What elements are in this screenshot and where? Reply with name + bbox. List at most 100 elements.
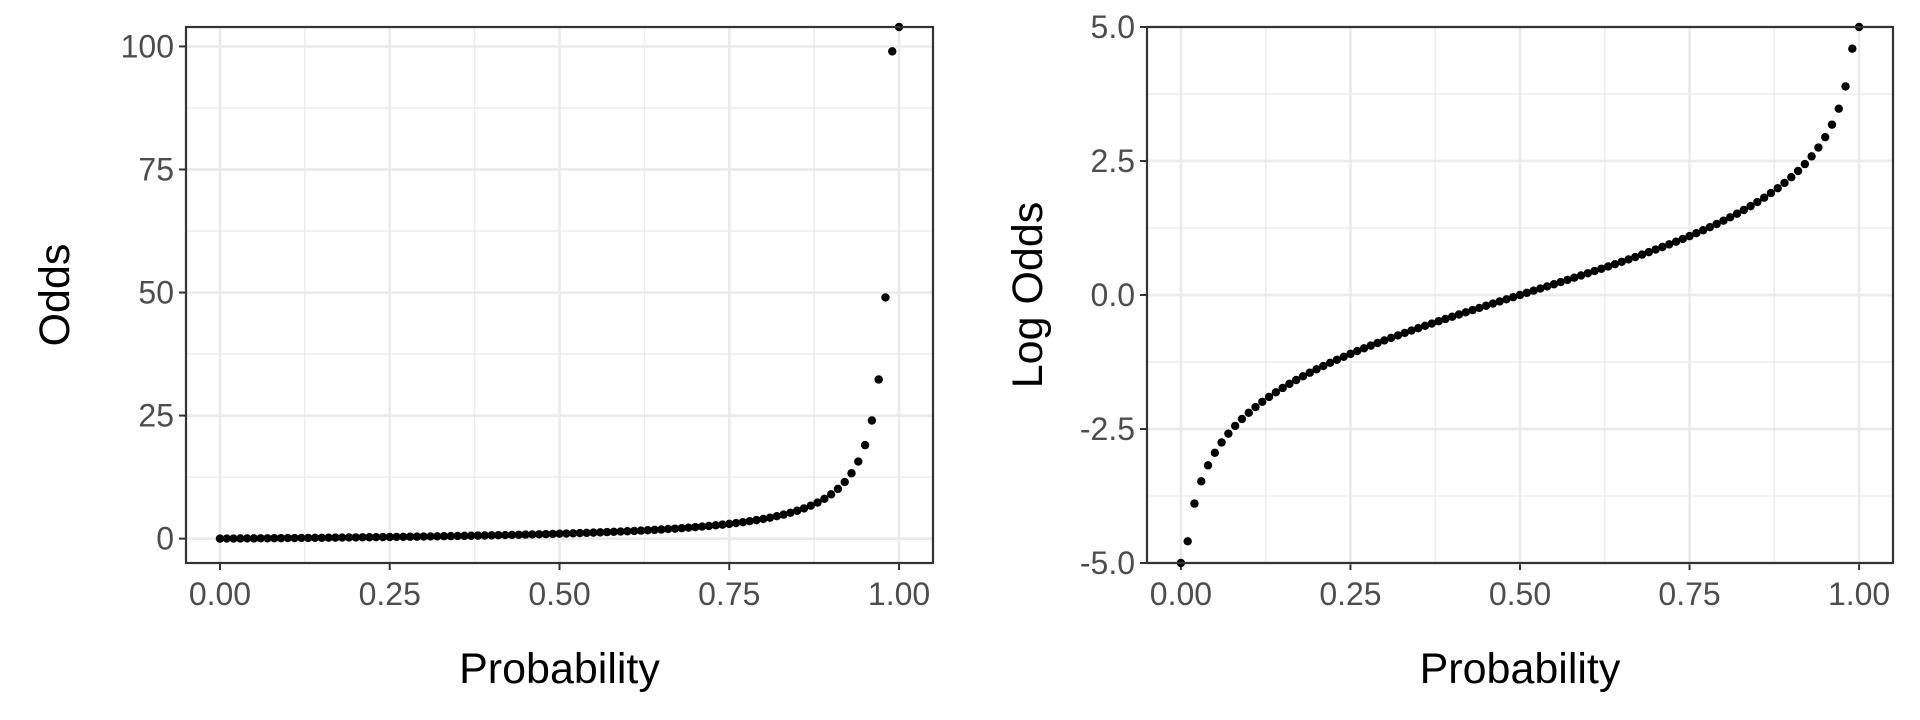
data-point — [1542, 282, 1552, 291]
data-point — [881, 293, 890, 302]
data-point — [609, 527, 619, 537]
panel-border — [184, 25, 935, 565]
data-point — [1814, 143, 1823, 152]
data-point — [1848, 44, 1857, 53]
y-tick-label: 5.0 — [1091, 9, 1135, 45]
data-point — [351, 533, 360, 542]
data-point — [589, 528, 598, 537]
data-point — [650, 525, 659, 535]
y-tick-label: 0 — [156, 521, 174, 557]
data-point — [487, 531, 496, 540]
data-point — [344, 533, 354, 542]
data-point — [1414, 323, 1423, 333]
data-point — [331, 533, 340, 542]
data-point — [263, 534, 272, 543]
data-point — [548, 529, 557, 539]
data-point — [1624, 255, 1633, 264]
data-point — [1576, 271, 1586, 280]
data-point — [290, 533, 299, 543]
data-point — [1685, 231, 1694, 241]
data-point — [1658, 242, 1667, 252]
data-point — [1726, 213, 1735, 222]
data-point — [1481, 301, 1491, 310]
data-point — [1603, 262, 1613, 271]
x-tick-label: 1.00 — [868, 576, 930, 612]
data-point — [229, 534, 238, 543]
data-point — [1285, 379, 1294, 389]
data-point — [1746, 201, 1755, 211]
data-point — [718, 520, 727, 529]
data-point — [1495, 297, 1504, 306]
data-point — [1427, 319, 1437, 328]
data-point — [1705, 222, 1715, 232]
data-point — [1292, 375, 1301, 385]
data-point — [1454, 310, 1464, 319]
data-point — [405, 532, 415, 541]
data-point — [1787, 173, 1796, 182]
data-point — [1651, 245, 1660, 254]
data-point — [1312, 365, 1321, 374]
data-point — [562, 529, 571, 538]
data-point — [786, 508, 795, 517]
data-point — [1807, 152, 1816, 161]
data-point — [1319, 361, 1328, 371]
data-point — [1631, 252, 1640, 262]
data-point — [1820, 132, 1830, 142]
data-point — [385, 532, 394, 542]
data-point — [1393, 331, 1403, 340]
data-point — [602, 527, 612, 537]
data-point — [704, 521, 714, 531]
data-point — [1420, 321, 1430, 331]
data-point — [1597, 264, 1606, 273]
data-point — [616, 527, 625, 536]
y-tick-label: -2.5 — [1080, 411, 1135, 447]
y-tick-label: 100 — [121, 28, 174, 64]
data-point — [242, 534, 252, 543]
data-point — [860, 440, 870, 450]
data-point — [528, 530, 537, 539]
data-point — [1339, 352, 1348, 361]
x-axis-title: Probability — [1420, 645, 1621, 693]
data-point — [412, 532, 422, 541]
data-point — [1570, 273, 1579, 282]
data-point — [1271, 388, 1281, 397]
data-point — [1251, 402, 1260, 412]
data-point — [1197, 477, 1206, 486]
y-tick-label: 25 — [138, 398, 174, 434]
panel-odds: 0.00 0.25 0.50 0.75 1.00 0 25 50 75 100 Probabilit… — [31, 22, 935, 693]
data-point — [630, 526, 639, 536]
data-point — [623, 527, 632, 536]
data-point — [426, 532, 435, 541]
data-point — [1373, 338, 1382, 348]
data-point — [1841, 82, 1850, 91]
data-point — [1461, 308, 1470, 317]
data-point — [731, 518, 741, 528]
data-point — [1719, 216, 1728, 225]
data-point — [1346, 349, 1355, 359]
data-point — [752, 515, 761, 525]
data-point — [806, 501, 815, 510]
data-point — [1217, 438, 1226, 447]
data-point — [670, 524, 680, 533]
data-point — [745, 516, 754, 526]
data-point — [473, 531, 483, 540]
data-point — [1244, 408, 1253, 417]
data-point — [1536, 284, 1545, 293]
data-point — [643, 526, 652, 535]
data-point — [392, 532, 401, 542]
x-tick-label: 0.00 — [189, 576, 251, 612]
data-point — [888, 47, 897, 56]
data-point — [371, 532, 381, 542]
data-point — [725, 519, 734, 529]
data-point — [1780, 178, 1789, 188]
data-point — [1298, 372, 1308, 381]
data-point — [1692, 229, 1701, 238]
data-point — [365, 533, 374, 542]
y-axis-title: Odds — [31, 244, 79, 347]
data-point — [1678, 234, 1687, 244]
data-point — [799, 504, 809, 513]
data-point — [820, 494, 829, 504]
data-point — [1380, 336, 1389, 345]
data-point — [1800, 159, 1810, 169]
